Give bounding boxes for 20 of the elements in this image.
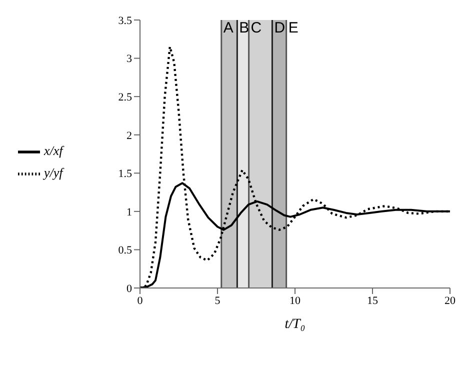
legend-label: y/yf [44,164,63,180]
y-tick-label: 2 [126,130,132,142]
y-tick-label: 3 [126,53,132,66]
x-tick-label: 10 [290,294,301,307]
y-tick-label: 1.5 [118,168,132,180]
x-tick-label: 20 [444,294,456,307]
x-axis-title: t/T₀ [284,317,306,332]
x-tick-label: 15 [367,294,378,307]
y-tick-label: 3.5 [118,14,132,27]
ref-line-label: A [223,20,234,37]
y-tick-label: 0.5 [118,244,132,257]
y-tick-label: 0 [126,282,132,295]
ref-line-label: C [250,20,262,37]
y-tick-label: 1 [126,206,132,218]
y-tick-label: 2.5 [118,91,132,104]
x-tick-label: 0 [137,294,144,307]
legend-label: x/xf [44,142,63,158]
ref-line-label: D [274,20,286,37]
ref-line-label: E [288,20,298,37]
x-tick-label: 5 [214,294,221,307]
